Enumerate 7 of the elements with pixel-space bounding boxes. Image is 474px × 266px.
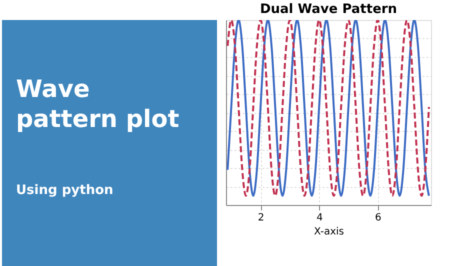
x-tick-label: 6	[375, 212, 382, 224]
x-tick-label: 2	[258, 212, 264, 224]
x-axis-title: X-axis	[314, 226, 344, 238]
x-tick-label: 4	[316, 212, 323, 224]
chart-title: Dual Wave Pattern	[260, 2, 398, 17]
text: Wave pattern plot	[16, 75, 180, 133]
text: Using python	[16, 183, 114, 198]
